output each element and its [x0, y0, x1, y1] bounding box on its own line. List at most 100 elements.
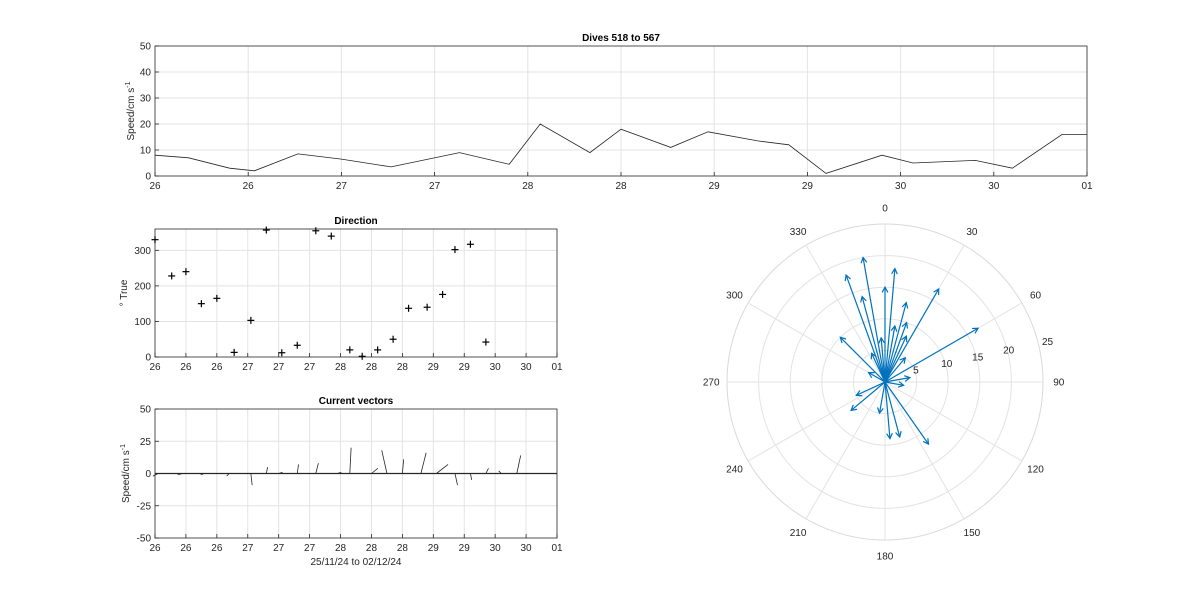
vectors-xtick-label: 26 — [149, 543, 161, 554]
direction-xtick-label: 01 — [551, 362, 563, 373]
vectors-xtick-label: 28 — [397, 543, 409, 554]
vectors-ylabel-sup: -1 — [120, 444, 127, 450]
speed-frame — [154, 45, 1088, 177]
direction-point — [327, 232, 335, 240]
vectors-xtick-label: 27 — [273, 543, 285, 554]
direction-point — [151, 236, 159, 244]
direction-xtick-label: 28 — [366, 362, 378, 373]
vectors-ytick-label: 25 — [140, 437, 152, 448]
polar-arrow — [884, 324, 898, 383]
polar-arrow-shaft — [884, 302, 907, 383]
polar-arrow-shaft — [884, 268, 896, 383]
polar-arrow-shaft — [884, 357, 906, 383]
vectors-xtick-label: 27 — [242, 543, 254, 554]
polar-arrow-shaft — [871, 353, 886, 383]
speed-ytick-label: 50 — [140, 42, 152, 53]
direction-point — [247, 316, 255, 324]
direction-point — [293, 341, 301, 349]
vectors-ylabel-text: Speed/cm s — [121, 450, 132, 503]
polar-spoke — [747, 381, 886, 462]
vectors-stick — [226, 473, 230, 477]
polar-arrow-head — [886, 432, 893, 440]
polar-arrow — [870, 352, 886, 383]
direction-point — [197, 300, 205, 308]
polar-arrow-shaft — [845, 274, 886, 383]
polar-arrow-shaft — [878, 381, 886, 414]
polar-r-label: 25 — [1042, 337, 1054, 348]
polar-arrow-head — [901, 335, 908, 343]
direction-point — [278, 349, 286, 357]
polar-arrow — [860, 295, 886, 383]
polar-spoke — [747, 302, 886, 383]
polar-arrow-head — [901, 301, 909, 309]
speed-plot: 26 26 27 27 28 28 29 29 30 30 01 0 10 20 30 40 50 Dives 5… — [125, 33, 1093, 192]
direction-point — [262, 226, 270, 234]
polar-spoke — [884, 381, 965, 520]
direction-point — [168, 272, 176, 280]
polar-arrow-shaft — [884, 381, 891, 439]
speed-xtick-label: 29 — [802, 181, 814, 192]
direction-xtick-label: 26 — [149, 362, 161, 373]
polar-arrow — [884, 375, 912, 383]
direction-xtick-label: 30 — [521, 362, 533, 373]
vectors-stick — [278, 471, 283, 474]
direction-point — [374, 346, 382, 354]
direction-xtick-label: 26 — [180, 362, 192, 373]
polar-arrow-shaft — [861, 296, 886, 383]
polar-arrow — [884, 321, 909, 383]
polar-theta-label: 150 — [964, 528, 981, 539]
polar-r-label: 5 — [913, 365, 919, 376]
speed-xtick-label: 27 — [429, 181, 441, 192]
vectors-stick — [401, 459, 405, 474]
direction-xtick-label: 27 — [273, 362, 285, 373]
speed-xtick-label: 27 — [336, 181, 348, 192]
polar-arrow-shaft — [884, 325, 896, 383]
vectors-stick — [516, 455, 522, 474]
polar-rose-plot: 0 30 60 90 120 150 180 210 240 270 300 330 5 10 15 20 25 — [703, 204, 1065, 563]
polar-arrow — [884, 327, 980, 383]
vectors-ytick-label: 0 — [145, 469, 151, 480]
polar-theta-label: 90 — [1053, 378, 1065, 389]
polar-arrow — [881, 285, 889, 382]
polar-arrow-shaft — [884, 288, 940, 383]
direction-xtick-label: 28 — [335, 362, 347, 373]
direction-point — [358, 352, 366, 360]
polar-theta-label: 0 — [882, 204, 888, 215]
vectors-ytick-label: -25 — [137, 501, 152, 512]
polar-arrow-head — [933, 287, 940, 295]
polar-arrow-head — [878, 336, 885, 344]
polar-arrow — [884, 356, 907, 383]
polar-arrow-shaft — [884, 377, 911, 383]
polar-theta-label: 180 — [877, 551, 894, 562]
polar-arrow — [884, 267, 898, 383]
polar-arrow-head — [850, 404, 858, 412]
polar-arrow-head — [972, 327, 980, 334]
direction-ytick-label: 300 — [134, 246, 151, 257]
vectors-xtick-label: 29 — [428, 543, 440, 554]
speed-xtick-label: 29 — [709, 181, 721, 192]
polar-arrow-head — [897, 381, 905, 388]
polar-arrow — [855, 381, 886, 397]
vectors-stick — [371, 468, 379, 474]
direction-point — [439, 290, 447, 298]
direction-plot: 26 26 26 27 27 27 28 28 28 29 29 30 30 01 0 100 200 300 Di… — [119, 216, 563, 373]
polar-arrow-head — [860, 256, 868, 264]
polar-arrow-shaft — [856, 381, 886, 396]
direction-xtick-label: 29 — [428, 362, 440, 373]
vectors-ytick-label: 50 — [140, 405, 152, 416]
polar-arrow — [884, 287, 940, 383]
polar-arrow-head — [870, 352, 877, 360]
vectors-stick — [454, 473, 458, 486]
direction-xtick-label: 29 — [459, 362, 471, 373]
speed-ylabel-text: Speed/cm s — [126, 88, 137, 141]
direction-ytick-label: 100 — [134, 317, 151, 328]
speed-ylabel: Speed/cm s-1 — [125, 81, 137, 140]
vectors-xtick-label: 30 — [521, 543, 533, 554]
direction-frame — [154, 228, 558, 358]
polar-arrow-head — [901, 321, 909, 329]
direction-point — [423, 303, 431, 311]
polar-arrow-head — [867, 371, 875, 378]
vectors-xtick-label: 28 — [335, 543, 347, 554]
polar-arrow-shaft — [850, 381, 886, 411]
